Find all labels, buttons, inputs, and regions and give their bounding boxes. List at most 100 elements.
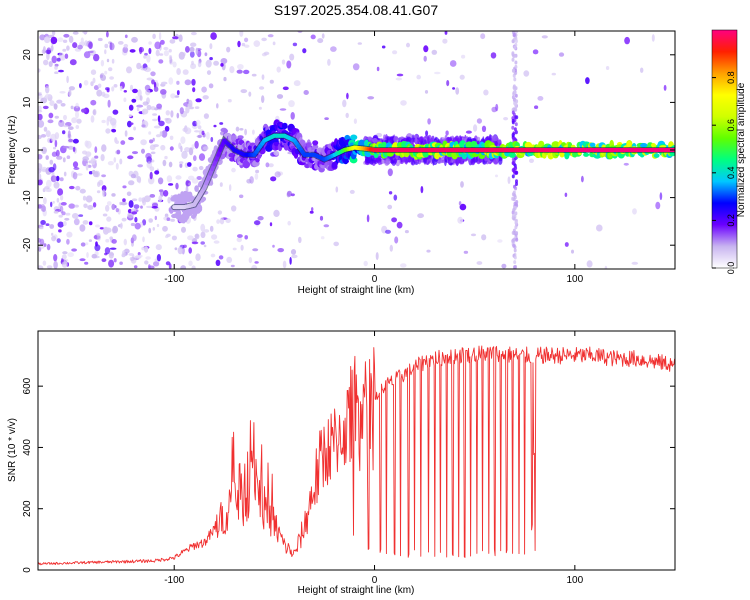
heatmap-cell [68, 86, 75, 91]
heatmap-cell [103, 93, 110, 99]
heatmap-cell [136, 254, 143, 258]
heatmap-cell [151, 79, 155, 85]
heatmap-cell [179, 107, 184, 115]
heatmap-cell [396, 73, 404, 77]
heatmap-cell [511, 157, 515, 162]
heatmap-cell [495, 103, 499, 112]
heatmap-cell [255, 169, 260, 174]
heatmap-cell [242, 160, 251, 169]
heatmap-cell [168, 183, 174, 186]
heatmap-cell [128, 200, 134, 208]
snr-line [38, 345, 675, 566]
heatmap-cell [490, 52, 497, 59]
heatmap-cell [423, 55, 427, 62]
heatmap-cell [257, 216, 264, 221]
heatmap-cell [131, 234, 137, 242]
heatmap-cell [237, 63, 244, 70]
heatmap-cell [455, 87, 460, 95]
heatmap-cell [511, 57, 515, 62]
heatmap-cell [38, 120, 45, 128]
heatmap-cell [40, 203, 46, 212]
heatmap-cell [604, 265, 608, 269]
heatmap-cell [174, 95, 180, 98]
heatmap-cell [137, 89, 142, 97]
heatmap-cell [202, 146, 209, 151]
heatmap-cell [446, 80, 450, 87]
heatmap-cell [68, 89, 72, 97]
heatmap-cell [104, 247, 111, 255]
heatmap-cell [43, 126, 48, 132]
heatmap-cell [209, 43, 213, 50]
heatmap-cell [191, 265, 196, 269]
heatmap-cell [200, 241, 205, 245]
heatmap-cell [393, 158, 398, 164]
heatmap-cell [230, 264, 235, 268]
heatmap-cell [137, 164, 143, 168]
heatmap-cell [67, 252, 74, 258]
heatmap-cell [144, 260, 149, 265]
heatmap-cell [126, 120, 132, 128]
heatmap-cell [159, 189, 165, 197]
heatmap-cell [476, 261, 483, 265]
heatmap-cell [194, 106, 200, 109]
heatmap-cell [381, 141, 387, 149]
heatmap-cell [47, 119, 54, 124]
heatmap-cell [512, 107, 516, 112]
spectrogram-y-tick-label: -20 [22, 238, 33, 253]
heatmap-cell [66, 155, 71, 159]
heatmap-cell [109, 247, 117, 250]
heatmap-cell [537, 96, 544, 101]
heatmap-cell [632, 208, 637, 215]
heatmap-cell [172, 61, 177, 68]
heatmap-cell [514, 130, 518, 135]
spectrogram-heatmap [38, 31, 675, 269]
heatmap-cell [79, 83, 82, 89]
heatmap-cell [197, 125, 202, 130]
heatmap-cell [61, 211, 66, 216]
heatmap-cell [72, 146, 76, 152]
heatmap-cell [161, 81, 168, 85]
heatmap-cell [60, 202, 67, 206]
snr-frame [37, 330, 676, 571]
heatmap-cell [145, 89, 151, 96]
heatmap-cell [571, 249, 574, 254]
heatmap-cell [57, 221, 64, 228]
heatmap-cell [226, 46, 231, 53]
heatmap-cell [229, 66, 235, 74]
heatmap-cell [82, 220, 89, 225]
heatmap-cell [235, 126, 240, 132]
heatmap-cell [131, 211, 138, 215]
heatmap-cell [370, 155, 375, 162]
heatmap-cell [128, 104, 134, 111]
heatmap-cell [216, 103, 219, 109]
heatmap-cell [195, 119, 201, 126]
heatmap-cell [508, 152, 516, 158]
heatmap-cell [158, 120, 165, 127]
heatmap-cell [184, 147, 190, 153]
heatmap-cell [124, 34, 128, 39]
heatmap-cell [124, 130, 128, 137]
heatmap-cell [243, 69, 250, 75]
heatmap-cell [290, 249, 297, 255]
heatmap-cell [76, 118, 82, 124]
heatmap-cell [66, 238, 70, 245]
heatmap-cell [463, 250, 469, 254]
heatmap-cell [46, 265, 53, 269]
heatmap-cell [427, 136, 430, 144]
heatmap-cell [513, 248, 517, 253]
heatmap-cell [137, 252, 141, 256]
heatmap-cell [106, 31, 109, 38]
heatmap-cell [392, 50, 398, 55]
heatmap-cell [108, 251, 114, 259]
heatmap-cell [56, 238, 61, 244]
heatmap-cell [201, 130, 205, 136]
heatmap-cell [175, 175, 182, 180]
heatmap-cell [60, 194, 64, 201]
heatmap-cell [105, 128, 111, 134]
heatmap-cell [167, 196, 171, 204]
heatmap-cell [187, 162, 192, 167]
heatmap-cell [511, 110, 515, 115]
heatmap-cell [188, 147, 194, 156]
heatmap-cell [72, 172, 78, 180]
heatmap-cell [152, 113, 158, 116]
